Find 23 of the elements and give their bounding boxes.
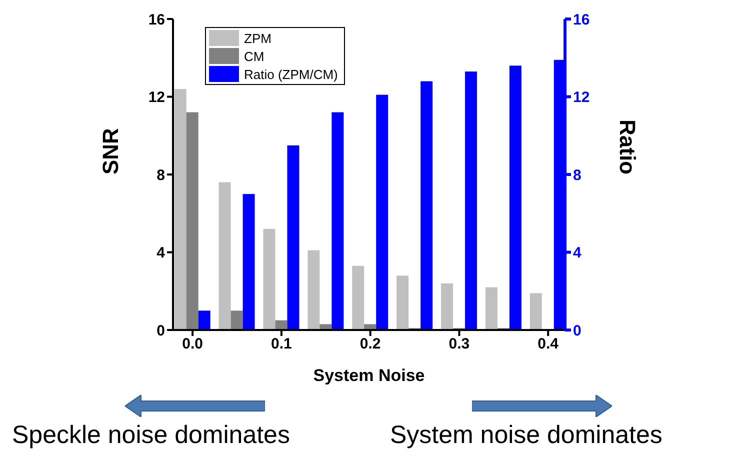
y2-tick-label: 4	[573, 244, 582, 262]
y-tick-label: 16	[148, 11, 165, 28]
x-tick-label: 0.0	[182, 336, 203, 353]
y-tick-label: 4	[156, 244, 166, 262]
y-tick-label: 8	[156, 166, 165, 184]
y-tick-label: 0	[156, 322, 165, 340]
y2-axis-title: Ratio	[615, 120, 640, 174]
y2-tick-label: 16	[573, 11, 590, 28]
x-tick-label: 0.3	[448, 336, 470, 353]
legend-label: CM	[244, 48, 264, 64]
x-axis-title: System Noise	[313, 366, 425, 385]
text: Speckle noise dominates	[12, 421, 290, 450]
legend-label: ZPM	[244, 30, 272, 46]
y2-tick-label: 12	[573, 89, 590, 106]
legend-label: Ratio (ZPM/CM)	[244, 66, 338, 82]
x-tick-label: 0.2	[360, 336, 381, 353]
y2-tick-label: 8	[573, 166, 582, 184]
y-tick-label: 12	[148, 89, 165, 106]
x-tick-label: 0.1	[271, 336, 292, 353]
x-tick-label: 0.4	[538, 336, 560, 353]
y2-tick-label: 0	[573, 322, 582, 340]
text: System noise dominates	[390, 421, 662, 450]
y-axis-title: SNR	[98, 128, 123, 174]
